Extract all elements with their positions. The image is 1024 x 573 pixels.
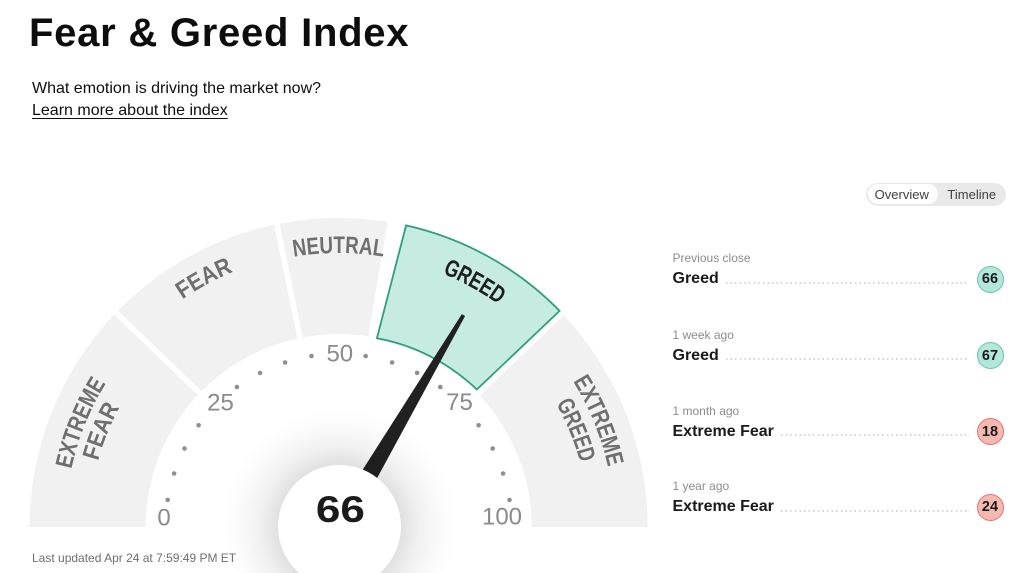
svg-text:L: L: [371, 233, 386, 262]
svg-text:N: N: [291, 233, 308, 262]
svg-text:A: A: [358, 231, 374, 260]
svg-text:100: 100: [482, 504, 522, 531]
svg-text:E: E: [600, 449, 630, 468]
svg-text:66: 66: [316, 488, 365, 530]
svg-text:25: 25: [207, 390, 234, 417]
svg-text:M: M: [595, 433, 626, 456]
svg-text:75: 75: [446, 389, 473, 416]
svg-text:U: U: [319, 231, 334, 259]
svg-text:E: E: [50, 451, 80, 470]
svg-text:50: 50: [326, 341, 353, 368]
svg-text:R: R: [345, 231, 360, 259]
svg-text:0: 0: [157, 505, 170, 532]
svg-text:E: E: [305, 231, 320, 260]
svg-text:T: T: [333, 231, 345, 259]
